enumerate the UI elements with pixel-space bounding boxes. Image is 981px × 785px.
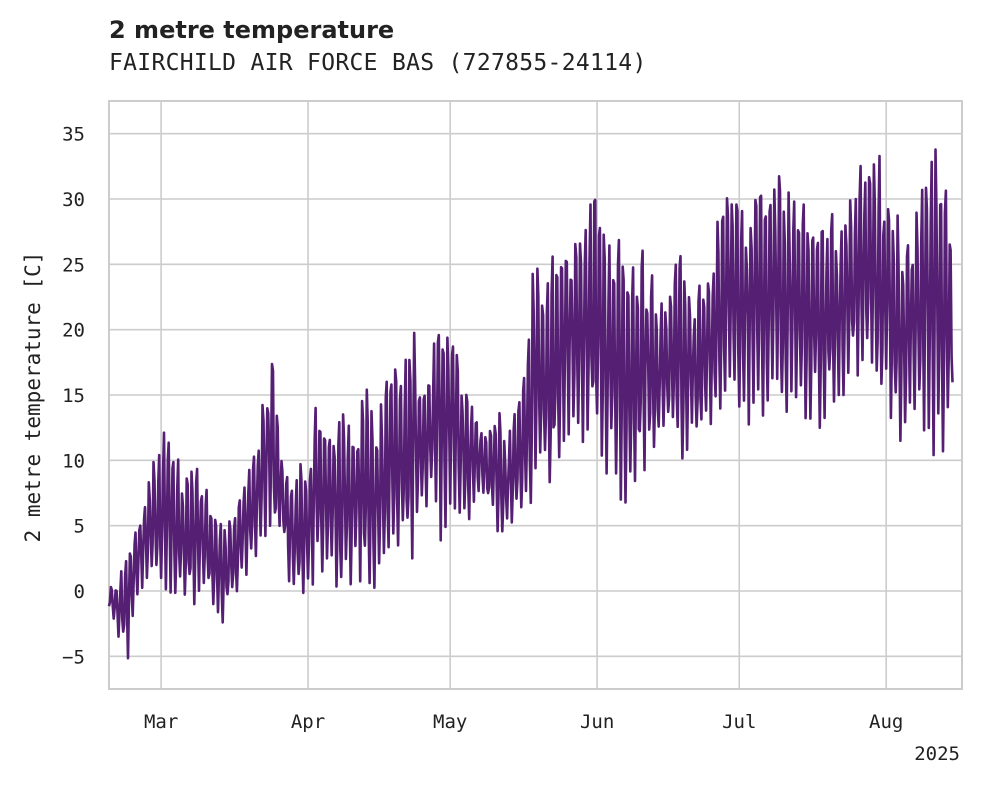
x-axis-year-label: 2025 <box>914 743 960 765</box>
y-tick-label: 10 <box>62 450 85 472</box>
y-tick-label: 30 <box>62 189 85 211</box>
temperature-series-line <box>107 148 954 660</box>
chart-title: 2 metre temperature <box>109 16 395 44</box>
y-tick-label: 0 <box>74 581 85 603</box>
x-tick-label: Mar <box>144 711 178 733</box>
chart-subtitle: FAIRCHILD AIR FORCE BAS (727855-24114) <box>109 50 647 76</box>
y-tick-label: 20 <box>62 320 85 342</box>
x-tick-label: Apr <box>291 711 325 733</box>
x-tick-label: Aug <box>869 711 903 733</box>
y-tick-label: 15 <box>62 385 85 407</box>
y-tick-label: 5 <box>74 516 85 538</box>
x-tick-label: Jul <box>722 711 756 733</box>
y-axis-label: 2 metre temperature [C] <box>21 252 45 543</box>
plot-frame <box>108 100 963 690</box>
y-tick-label: −5 <box>62 646 85 668</box>
x-tick-label: May <box>433 711 467 733</box>
y-tick-label: 35 <box>62 124 85 146</box>
x-axis-ticks: Mar Apr May Jun Jul Aug <box>144 711 903 733</box>
x-tick-label: Jun <box>580 711 614 733</box>
y-tick-label: 25 <box>62 254 85 276</box>
y-axis-ticks: −5 0 5 10 15 20 25 30 35 <box>62 124 85 669</box>
grid-lines <box>109 101 962 689</box>
